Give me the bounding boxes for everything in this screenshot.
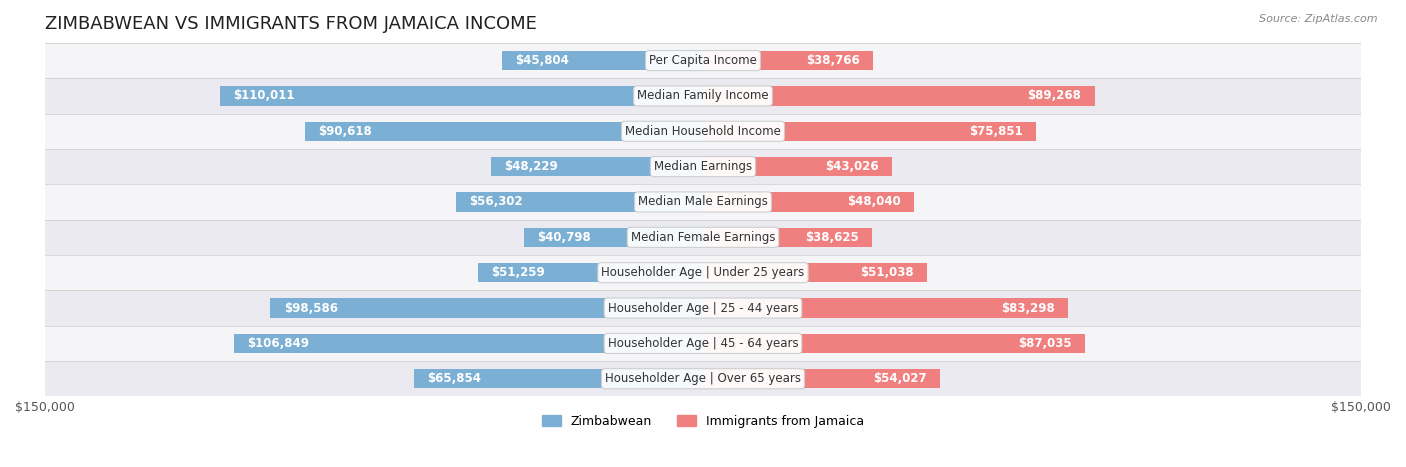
Text: Householder Age | Under 25 years: Householder Age | Under 25 years <box>602 266 804 279</box>
Text: $54,027: $54,027 <box>873 372 927 385</box>
Text: $65,854: $65,854 <box>427 372 481 385</box>
Text: Per Capita Income: Per Capita Income <box>650 54 756 67</box>
Text: Median Family Income: Median Family Income <box>637 89 769 102</box>
Text: $48,040: $48,040 <box>846 196 901 208</box>
Text: Median Female Earnings: Median Female Earnings <box>631 231 775 244</box>
Text: $40,798: $40,798 <box>537 231 591 244</box>
Bar <box>270 298 703 318</box>
Bar <box>703 227 873 247</box>
Bar <box>45 43 1361 78</box>
Bar <box>502 51 703 71</box>
Text: $45,804: $45,804 <box>515 54 569 67</box>
Bar <box>45 219 1361 255</box>
Bar <box>492 157 703 177</box>
Bar <box>456 192 703 212</box>
Bar <box>415 369 703 389</box>
Text: $75,851: $75,851 <box>969 125 1022 138</box>
Bar <box>703 121 1036 141</box>
Bar <box>45 255 1361 290</box>
Text: $51,038: $51,038 <box>860 266 914 279</box>
Bar <box>478 263 703 283</box>
Text: Median Male Earnings: Median Male Earnings <box>638 196 768 208</box>
Text: Source: ZipAtlas.com: Source: ZipAtlas.com <box>1260 14 1378 24</box>
Bar <box>221 86 703 106</box>
Bar <box>45 113 1361 149</box>
Text: $106,849: $106,849 <box>247 337 309 350</box>
Text: ZIMBABWEAN VS IMMIGRANTS FROM JAMAICA INCOME: ZIMBABWEAN VS IMMIGRANTS FROM JAMAICA IN… <box>45 15 537 33</box>
Bar <box>235 333 703 353</box>
Text: Householder Age | Over 65 years: Householder Age | Over 65 years <box>605 372 801 385</box>
Text: Median Earnings: Median Earnings <box>654 160 752 173</box>
Bar <box>703 333 1085 353</box>
Text: $89,268: $89,268 <box>1028 89 1081 102</box>
Bar <box>703 157 891 177</box>
Bar <box>45 325 1361 361</box>
Bar <box>45 78 1361 113</box>
Text: $90,618: $90,618 <box>319 125 373 138</box>
Text: $38,766: $38,766 <box>806 54 860 67</box>
Bar <box>524 227 703 247</box>
Text: $38,625: $38,625 <box>806 231 859 244</box>
Text: Median Household Income: Median Household Income <box>626 125 780 138</box>
Text: $110,011: $110,011 <box>233 89 295 102</box>
Bar <box>703 298 1069 318</box>
Text: $48,229: $48,229 <box>505 160 558 173</box>
Bar <box>703 51 873 71</box>
Bar <box>703 369 941 389</box>
Bar <box>45 149 1361 184</box>
Text: $83,298: $83,298 <box>1001 302 1056 315</box>
Text: $98,586: $98,586 <box>284 302 337 315</box>
Bar <box>703 263 927 283</box>
Text: Householder Age | 25 - 44 years: Householder Age | 25 - 44 years <box>607 302 799 315</box>
Text: $51,259: $51,259 <box>491 266 546 279</box>
Bar <box>703 192 914 212</box>
Text: $43,026: $43,026 <box>825 160 879 173</box>
Bar <box>703 86 1095 106</box>
Bar <box>305 121 703 141</box>
Legend: Zimbabwean, Immigrants from Jamaica: Zimbabwean, Immigrants from Jamaica <box>537 410 869 432</box>
Bar <box>45 361 1361 396</box>
Text: $56,302: $56,302 <box>470 196 523 208</box>
Bar <box>45 184 1361 219</box>
Text: Householder Age | 45 - 64 years: Householder Age | 45 - 64 years <box>607 337 799 350</box>
Bar <box>45 290 1361 325</box>
Text: $87,035: $87,035 <box>1018 337 1071 350</box>
